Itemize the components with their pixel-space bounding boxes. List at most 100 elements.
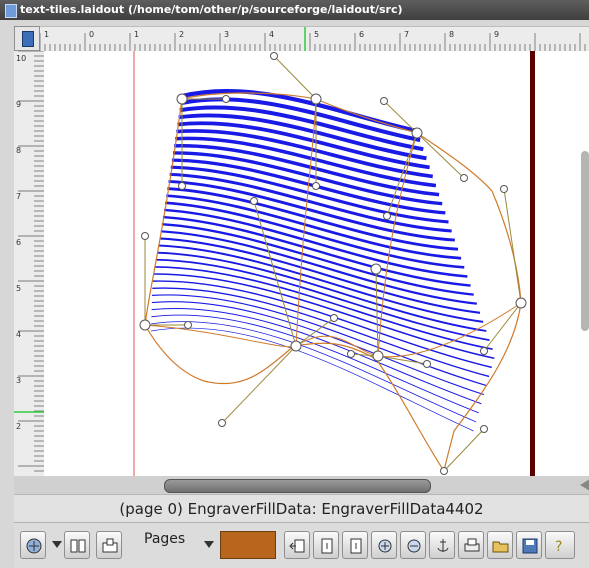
control-point[interactable]: [480, 425, 488, 433]
control-point[interactable]: [250, 197, 258, 205]
ruler-label: 3: [224, 30, 229, 39]
control-point[interactable]: [312, 182, 320, 190]
horizontal-scrollbar[interactable]: [14, 476, 589, 494]
engraving-line: [156, 258, 490, 341]
tool-select-button[interactable]: [20, 531, 46, 559]
control-point[interactable]: [411, 127, 423, 139]
control-point[interactable]: [440, 467, 448, 475]
engraving-line: [180, 97, 421, 143]
mesh-curve: [144, 302, 522, 358]
spread-view-button[interactable]: [96, 531, 122, 559]
bottom-toolbar: Pages ?: [14, 522, 589, 568]
ruler-label: 6: [359, 30, 364, 39]
help-icon: ?: [555, 539, 562, 555]
engraving-lines: [150, 88, 495, 432]
control-point[interactable]: [480, 347, 488, 355]
control-point[interactable]: [515, 297, 527, 309]
control-point[interactable]: [141, 232, 149, 240]
control-point[interactable]: [380, 97, 388, 105]
engraving-line: [155, 266, 493, 350]
control-point[interactable]: [290, 340, 302, 352]
app-icon: [5, 4, 17, 18]
pages-label[interactable]: Pages: [144, 531, 186, 547]
control-point[interactable]: [423, 360, 431, 368]
window-title: text-tiles.laidout (/home/tom/other/p/so…: [20, 3, 403, 16]
add-page-button[interactable]: [371, 531, 397, 559]
previous-page-button[interactable]: [284, 531, 310, 559]
engraving-line: [161, 223, 474, 296]
engraving-line: [151, 321, 477, 423]
print-button[interactable]: [458, 531, 484, 559]
engraving-line: [152, 287, 490, 378]
engraving-line: [151, 308, 482, 405]
engraving-line: [170, 165, 449, 224]
control-point[interactable]: [184, 321, 192, 329]
control-point[interactable]: [370, 263, 382, 275]
ruler-label: 0: [89, 30, 94, 39]
import-button[interactable]: [429, 531, 455, 559]
color-swatch[interactable]: [220, 531, 276, 559]
vertical-ruler[interactable]: 10 9 8 7 6 5 4 3 2: [14, 50, 45, 476]
control-point[interactable]: [222, 95, 230, 103]
ruler-label: 2: [179, 30, 184, 39]
page-up-icon: [321, 538, 333, 554]
ruler-label: 7: [404, 30, 409, 39]
page-up-button[interactable]: [313, 531, 339, 559]
engraving-line: [158, 244, 484, 323]
control-point[interactable]: [218, 419, 226, 427]
ruler-label: 5: [314, 30, 319, 39]
control-point[interactable]: [383, 212, 391, 220]
view-mode-button[interactable]: [64, 531, 90, 559]
control-point[interactable]: [139, 319, 151, 331]
ruler-label: 4: [269, 30, 274, 39]
control-point[interactable]: [347, 350, 355, 358]
folder-icon: [492, 541, 509, 553]
control-point[interactable]: [178, 182, 186, 190]
pages-menu-caret-icon[interactable]: [204, 541, 214, 548]
page-down-icon: [350, 538, 362, 554]
page-view-button[interactable]: [14, 26, 40, 51]
engraving-line: [152, 294, 487, 387]
control-point[interactable]: [310, 93, 322, 105]
horizontal-ruler[interactable]: 1 0 1 2 3 4 5 6 7 8 9: [14, 26, 589, 53]
ruler-label: 9: [494, 30, 499, 39]
tool-menu-caret-icon[interactable]: [52, 541, 62, 548]
engraving-line: [160, 230, 477, 305]
delete-page-icon: [407, 539, 421, 553]
engraving-line: [165, 201, 465, 269]
control-point[interactable]: [460, 174, 468, 182]
help-button[interactable]: ?: [545, 531, 575, 559]
engraving-line: [150, 327, 474, 432]
ruler-label: 3: [16, 376, 21, 385]
page-right-edge: [530, 51, 535, 476]
engraving-line: [162, 215, 471, 287]
control-point[interactable]: [270, 52, 278, 60]
control-point[interactable]: [500, 185, 508, 193]
control-point[interactable]: [176, 93, 188, 105]
page-down-button[interactable]: [342, 531, 368, 559]
ruler-label: 6: [16, 238, 21, 247]
control-points[interactable]: [139, 52, 527, 475]
ruler-label: 7: [16, 192, 21, 201]
engraver-fill-artwork[interactable]: [44, 51, 589, 476]
print-icon: [464, 538, 480, 552]
ruler-label: 1: [44, 30, 49, 39]
engraving-line: [163, 208, 468, 278]
control-point[interactable]: [330, 314, 338, 322]
engraving-line: [151, 301, 485, 396]
open-button[interactable]: [487, 531, 513, 559]
drawing-canvas[interactable]: [44, 51, 589, 476]
ruler-label: 4: [16, 330, 21, 339]
scroll-left-arrow-icon[interactable]: [580, 479, 589, 491]
mesh-curve: [377, 132, 418, 357]
single-page-icon: [70, 539, 86, 553]
control-point[interactable]: [372, 350, 384, 362]
delete-page-button[interactable]: [400, 531, 426, 559]
vertical-scroll-thumb[interactable]: [581, 151, 589, 331]
horizontal-scroll-thumb[interactable]: [164, 479, 431, 493]
ruler-label: 8: [16, 146, 21, 155]
anchor-icon: [437, 539, 449, 552]
engraving-line: [179, 105, 424, 152]
save-button[interactable]: [516, 531, 542, 559]
engraving-line: [171, 158, 446, 215]
